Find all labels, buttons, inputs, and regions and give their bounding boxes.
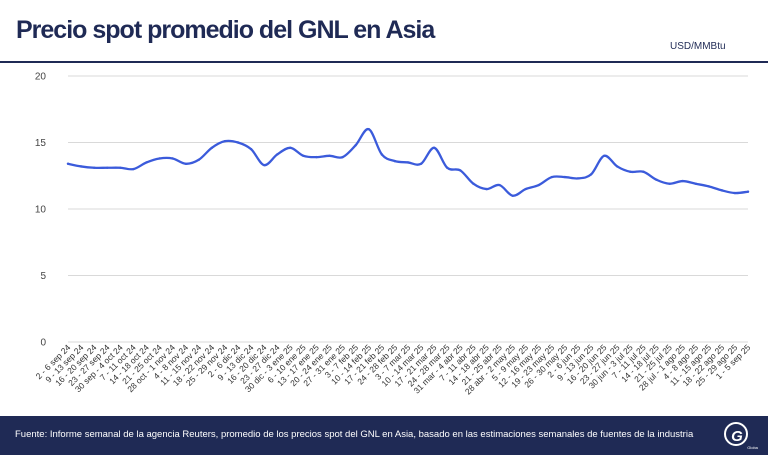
data-point (616, 165, 619, 168)
data-point (354, 143, 357, 147)
data-point (746, 190, 750, 193)
y-axis-tick-labels: 0 5 10 15 20 (35, 72, 47, 349)
data-point (419, 162, 423, 165)
data-point (171, 157, 174, 160)
footer-bar: Fuente: Informe semanal de la agencia Re… (0, 416, 768, 455)
data-point (720, 189, 724, 192)
data-point (380, 153, 384, 156)
data-point (79, 165, 83, 168)
y-tick-label: 10 (35, 205, 47, 216)
unit-label: USD/MMBtu (670, 41, 726, 52)
data-point (694, 182, 697, 185)
data-point (406, 161, 410, 164)
data-point (707, 185, 710, 188)
data-point (655, 178, 658, 181)
y-tick-label: 15 (35, 138, 47, 149)
data-point (537, 183, 540, 187)
data-point (328, 154, 331, 157)
data-point (472, 182, 475, 185)
svg-text:G: G (731, 428, 743, 445)
data-point (681, 179, 684, 183)
data-point (498, 183, 501, 187)
header-divider (0, 61, 768, 63)
gnl-global-logo: G Global (724, 422, 758, 450)
y-tick-label: 5 (40, 271, 46, 282)
source-note: Fuente: Informe semanal de la agencia Re… (15, 429, 694, 440)
chart-title: Precio spot promedio del GNL en Asia (16, 16, 435, 44)
data-point (92, 166, 96, 169)
data-point (602, 154, 606, 157)
data-point (315, 155, 318, 159)
data-point (210, 146, 214, 150)
svg-text:Global: Global (747, 445, 758, 450)
data-point (236, 141, 240, 144)
data-point (589, 173, 593, 176)
data-point (145, 161, 148, 164)
data-point (158, 157, 161, 160)
data-point (223, 139, 227, 143)
data-point (524, 187, 527, 191)
data-point (393, 159, 397, 163)
data-point (668, 182, 671, 185)
data-point (459, 169, 462, 172)
data-point (184, 162, 187, 165)
data-point (629, 170, 632, 173)
data-point (733, 191, 737, 195)
data-point (446, 166, 449, 169)
data-point (262, 163, 266, 167)
data-point (550, 175, 554, 179)
data-point (302, 154, 305, 157)
data-point (511, 194, 514, 197)
data-point (563, 175, 567, 179)
data-point (367, 128, 370, 131)
data-point (485, 187, 488, 191)
data-point (249, 147, 253, 151)
data-point (289, 146, 292, 150)
data-point (576, 177, 580, 180)
data-point (341, 155, 344, 159)
data-point (132, 167, 135, 171)
data-point (432, 146, 436, 150)
data-point (642, 170, 645, 173)
y-tick-label: 20 (35, 72, 47, 83)
data-point (197, 158, 200, 161)
data-points (66, 128, 750, 197)
data-point (106, 166, 109, 169)
data-point (276, 153, 279, 156)
data-point (119, 166, 122, 169)
data-point (66, 162, 70, 165)
y-tick-label: 0 (40, 338, 46, 349)
gridlines (68, 75, 748, 343)
